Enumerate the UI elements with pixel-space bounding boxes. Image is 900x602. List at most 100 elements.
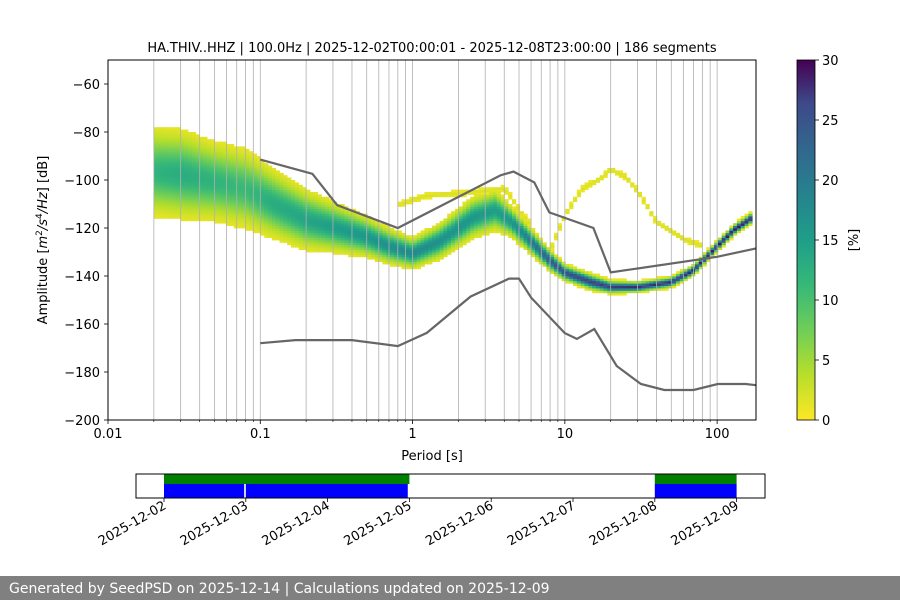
density-cell	[485, 196, 490, 200]
density-cell	[188, 192, 193, 195]
density-cell	[378, 249, 383, 253]
density-cell	[744, 216, 749, 219]
density-cell	[188, 153, 193, 157]
density-cell	[531, 252, 536, 255]
density-cell	[218, 192, 223, 195]
density-cell	[599, 283, 604, 286]
density-cell	[447, 213, 452, 217]
density-cell	[195, 180, 200, 183]
density-cell	[271, 201, 277, 205]
density-cell	[230, 163, 235, 166]
density-cell	[611, 168, 616, 171]
density-cell	[554, 261, 559, 265]
density-cell	[191, 139, 197, 142]
density-cell	[218, 196, 223, 200]
density-cell	[180, 182, 185, 186]
density-cell	[294, 199, 299, 202]
density-cell	[210, 172, 216, 176]
density-cell	[332, 240, 338, 243]
colorbar-tick-label: 15	[822, 234, 839, 249]
density-cell	[294, 213, 299, 217]
density-cell	[222, 194, 227, 198]
density-cell	[367, 235, 372, 238]
density-cell	[157, 144, 162, 147]
density-cell	[313, 201, 318, 205]
density-cell	[473, 206, 479, 210]
density-cell	[294, 225, 299, 229]
density-cell	[264, 189, 269, 193]
density-cell	[188, 139, 193, 142]
density-cell	[180, 172, 185, 176]
density-cell	[573, 280, 578, 284]
density-cell	[157, 170, 162, 174]
density-cell	[637, 285, 642, 289]
density-cell	[504, 199, 509, 202]
density-cell	[477, 232, 482, 236]
density-cell	[554, 235, 559, 238]
density-cell	[470, 208, 475, 212]
density-cell	[382, 252, 387, 255]
density-cell	[401, 232, 406, 236]
density-cell	[435, 232, 440, 236]
density-cell	[748, 223, 753, 226]
density-cell	[199, 158, 204, 162]
density-cell	[439, 254, 444, 258]
density-cell	[180, 201, 185, 205]
density-cell	[153, 187, 158, 190]
density-cell	[607, 168, 612, 171]
density-cell	[405, 259, 410, 262]
density-cell	[405, 244, 410, 248]
density-cell	[306, 223, 311, 226]
density-cell	[462, 232, 467, 236]
density-cell	[698, 264, 703, 267]
density-cell	[249, 187, 254, 190]
density-cell	[607, 285, 612, 289]
density-cell	[157, 132, 162, 135]
density-cell	[203, 211, 208, 214]
density-cell	[169, 134, 174, 138]
y-axis-label: Amplitude [m2/s4/Hz] [dB]	[35, 156, 51, 325]
density-cell	[283, 225, 288, 229]
density-cell	[287, 180, 292, 183]
density-cell	[210, 163, 216, 166]
density-cell	[249, 182, 254, 186]
density-cell	[264, 199, 269, 202]
density-cell	[294, 189, 299, 193]
density-cell	[180, 163, 185, 166]
density-cell	[321, 206, 326, 210]
density-cell	[222, 141, 227, 145]
density-cell	[214, 165, 219, 169]
density-cell	[214, 182, 219, 186]
density-cell	[664, 285, 669, 289]
density-cell	[165, 129, 170, 133]
density-cell	[176, 144, 181, 147]
density-cell	[367, 244, 372, 248]
density-cell	[226, 148, 231, 152]
density-cell	[428, 244, 433, 248]
density-cell	[344, 232, 349, 236]
density-cell	[332, 252, 338, 255]
density-cell	[222, 184, 227, 188]
density-cell	[672, 280, 677, 284]
density-cell	[531, 242, 536, 246]
density-cell	[230, 172, 235, 176]
density-cell	[207, 139, 212, 142]
density-cell	[176, 134, 181, 138]
density-cell	[180, 144, 185, 147]
density-cell	[485, 192, 490, 195]
density-cell	[500, 189, 505, 193]
density-cell	[504, 208, 509, 212]
density-cell	[222, 151, 227, 154]
density-cell	[241, 160, 246, 164]
density-cell	[672, 273, 677, 277]
density-cell	[313, 206, 318, 210]
density-cell	[214, 187, 219, 190]
density-cell	[664, 278, 669, 282]
density-cell	[226, 223, 231, 226]
density-cell	[279, 199, 284, 202]
density-cell	[241, 187, 246, 190]
density-cell	[504, 223, 509, 226]
density-cell	[199, 165, 204, 169]
density-cell	[210, 208, 216, 212]
